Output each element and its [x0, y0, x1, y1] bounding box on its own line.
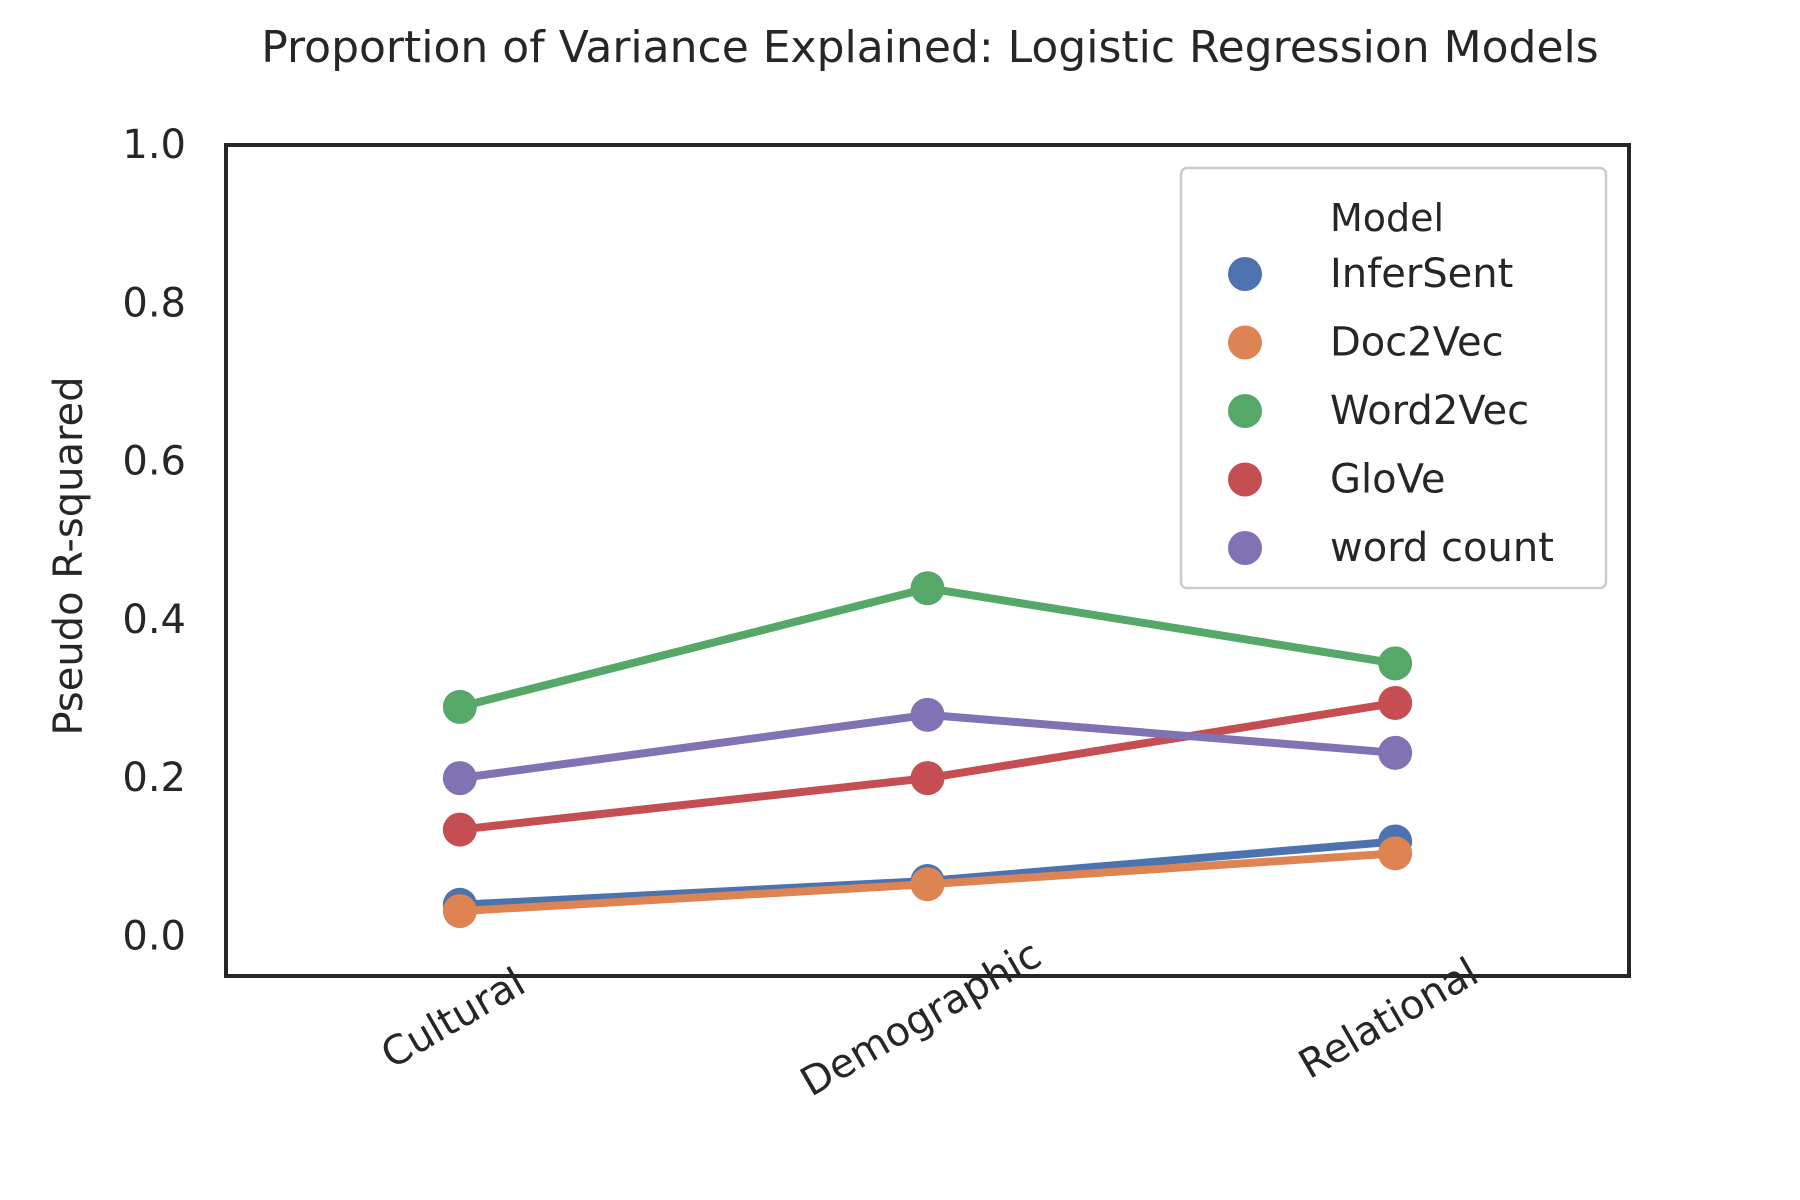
x-axis: Cultural Demographic Relational: [374, 932, 1486, 1106]
legend-label: Doc2Vec: [1330, 320, 1504, 366]
plot-series: [442, 571, 1413, 929]
series-word2vec: [442, 571, 1413, 724]
legend-marker: [1228, 394, 1262, 428]
data-point: [910, 571, 945, 606]
legend-box: [1179, 166, 1608, 590]
data-point: [910, 761, 945, 796]
legend-entry: word count: [1228, 525, 1554, 571]
y-tick-label: 0.0: [122, 913, 186, 959]
data-point: [1378, 685, 1413, 720]
chart-title: Proportion of Variance Explained: Logist…: [261, 22, 1598, 73]
y-tick-label: 0.8: [122, 280, 186, 326]
legend-entry: Doc2Vec: [1228, 320, 1504, 366]
series-line: [455, 584, 1400, 711]
legend-label: Word2Vec: [1330, 388, 1529, 434]
data-point: [910, 867, 945, 902]
y-axis-label: Pseudo R-squared: [46, 376, 92, 735]
legend-entry: Word2Vec: [1228, 388, 1529, 434]
data-point: [1378, 735, 1413, 770]
data-point: [1378, 646, 1413, 681]
y-axis: 0.0 0.2 0.4 0.6 0.8 1.0: [122, 122, 186, 959]
y-tick-label: 0.4: [122, 597, 186, 643]
legend-label: word count: [1330, 525, 1554, 571]
legend-label: GloVe: [1330, 457, 1445, 503]
legend-marker: [1228, 462, 1262, 497]
x-tick-label: Relational: [1291, 949, 1486, 1088]
legend-marker: [1228, 325, 1262, 360]
y-tick-label: 0.2: [122, 755, 186, 801]
data-point: [910, 697, 945, 732]
data-point: [442, 894, 477, 929]
y-tick-label: 0.6: [122, 439, 186, 485]
legend-entry: GloVe: [1228, 457, 1445, 503]
data-point: [442, 812, 477, 847]
y-tick-label: 1.0: [122, 122, 186, 168]
legend-label: InferSent: [1330, 251, 1513, 297]
series-word-count: [442, 697, 1413, 796]
series-doc2vec: [442, 836, 1413, 929]
legend-title: Model: [1330, 196, 1444, 240]
series-glove: [442, 685, 1413, 847]
plot-frame: [224, 143, 1631, 978]
legend-marker: [1228, 531, 1262, 565]
legend-marker: [1228, 257, 1262, 291]
legend-entry: InferSent: [1228, 251, 1513, 297]
legend: Model InferSent Doc2Vec Word2Vec GloVe word c…: [1179, 166, 1608, 590]
data-point: [442, 689, 477, 724]
data-point: [1378, 836, 1413, 871]
x-tick-label: Demographic: [793, 932, 1049, 1106]
data-point: [442, 761, 477, 796]
